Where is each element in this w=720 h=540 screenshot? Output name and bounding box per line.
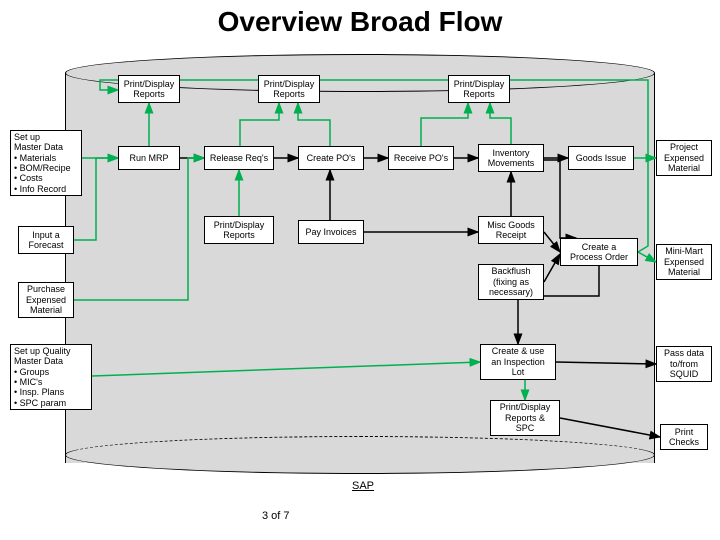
box-setup_quality: Set up Quality Master Data• Groups• MIC'… xyxy=(10,344,92,410)
box-backflush: Backflush (fixing as necessary) xyxy=(478,264,544,300)
box-print_checks: Print Checks xyxy=(660,424,708,450)
box-minimart: Mini-Mart Expensed Material xyxy=(656,244,712,280)
box-create_po: Create PO's xyxy=(298,146,364,170)
sap-label: SAP xyxy=(352,480,374,492)
box-pd1: Print/Display Reports xyxy=(118,75,180,103)
box-release_req: Release Req's xyxy=(204,146,274,170)
box-goods_issue: Goods Issue xyxy=(568,146,634,170)
box-create_process: Create a Process Order xyxy=(560,238,638,266)
box-inspection_lot: Create & use an Inspection Lot xyxy=(480,344,556,380)
box-run_mrp: Run MRP xyxy=(118,146,180,170)
box-misc_goods: Misc Goods Receipt xyxy=(478,216,544,244)
box-project_exp: Project Expensed Material xyxy=(656,140,712,176)
box-receive_po: Receive PO's xyxy=(388,146,454,170)
box-purchase_exp: Purchase Expensed Material xyxy=(18,282,74,318)
box-pay_invoices: Pay Invoices xyxy=(298,220,364,244)
box-inventory: Inventory Movements xyxy=(478,144,544,172)
page-number: 3 of 7 xyxy=(262,510,290,522)
box-input_forecast: Input a Forecast xyxy=(18,226,74,254)
box-pass_squid: Pass data to/from SQUID xyxy=(656,346,712,382)
page-title: Overview Broad Flow xyxy=(0,6,720,38)
box-pd4: Print/Display Reports xyxy=(204,216,274,244)
box-pd_spc: Print/Display Reports & SPC xyxy=(490,400,560,436)
box-pd3: Print/Display Reports xyxy=(448,75,510,103)
box-setup_master: Set up Master Data• Materials• BOM/Recip… xyxy=(10,130,82,196)
box-pd2: Print/Display Reports xyxy=(258,75,320,103)
